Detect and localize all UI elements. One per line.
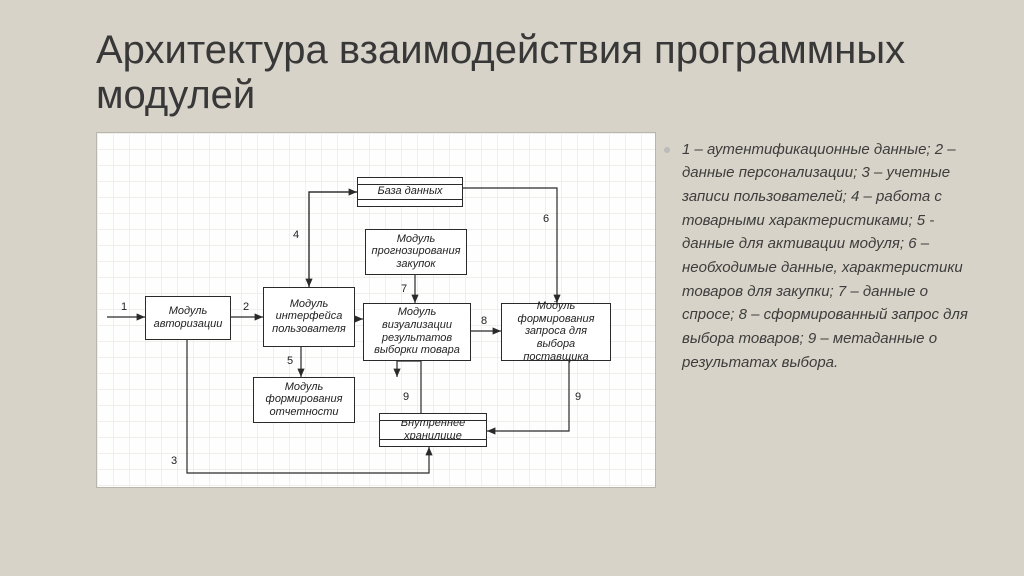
edge-label-e6: 6 bbox=[543, 213, 549, 225]
edge-label-e1: 1 bbox=[121, 301, 127, 313]
edge-label-e8: 8 bbox=[481, 315, 487, 327]
node-istore: Внутреннее хранилище bbox=[379, 413, 487, 447]
node-ui: Модуль интерфейса пользователя bbox=[263, 287, 355, 347]
edge-label-e5: 5 bbox=[287, 355, 293, 367]
bullet-icon bbox=[664, 147, 670, 153]
edge-label-e4a: 4 bbox=[293, 229, 299, 241]
node-auth: Модуль авторизации bbox=[145, 296, 231, 340]
node-viz: Модуль визуализации результатов выборки … bbox=[363, 303, 471, 361]
edge-e6 bbox=[463, 188, 557, 303]
node-db: База данных bbox=[357, 177, 463, 207]
content-row: Модуль авторизации Модуль интерфейса поль… bbox=[96, 132, 976, 488]
node-query: Модуль формирования запроса для выбора п… bbox=[501, 303, 611, 361]
page-title: Архитектура взаимодействия программных м… bbox=[96, 28, 976, 118]
edge-label-e3: 3 bbox=[171, 455, 177, 467]
legend-text: 1 – аутентификационные данные; 2 – данны… bbox=[682, 141, 968, 371]
edge-label-e2: 2 bbox=[243, 301, 249, 313]
legend: 1 – аутентификационные данные; 2 – данны… bbox=[682, 132, 976, 375]
edge-e4a bbox=[309, 192, 357, 287]
edge-e9b bbox=[487, 361, 569, 431]
edge-label-e9a: 9 bbox=[403, 391, 409, 403]
node-forecast: Модуль прогнозирования закупок bbox=[365, 229, 467, 275]
diagram-container: Модуль авторизации Модуль интерфейса поль… bbox=[96, 132, 656, 488]
edge-e9a bbox=[397, 361, 421, 413]
edge-label-e7: 7 bbox=[401, 283, 407, 295]
node-report: Модуль формирования отчетности bbox=[253, 377, 355, 423]
edge-e4b bbox=[309, 192, 357, 287]
slide: Архитектура взаимодействия программных м… bbox=[0, 0, 1024, 576]
flowchart: Модуль авторизации Модуль интерфейса поль… bbox=[96, 132, 656, 488]
edge-label-e9b: 9 bbox=[575, 391, 581, 403]
